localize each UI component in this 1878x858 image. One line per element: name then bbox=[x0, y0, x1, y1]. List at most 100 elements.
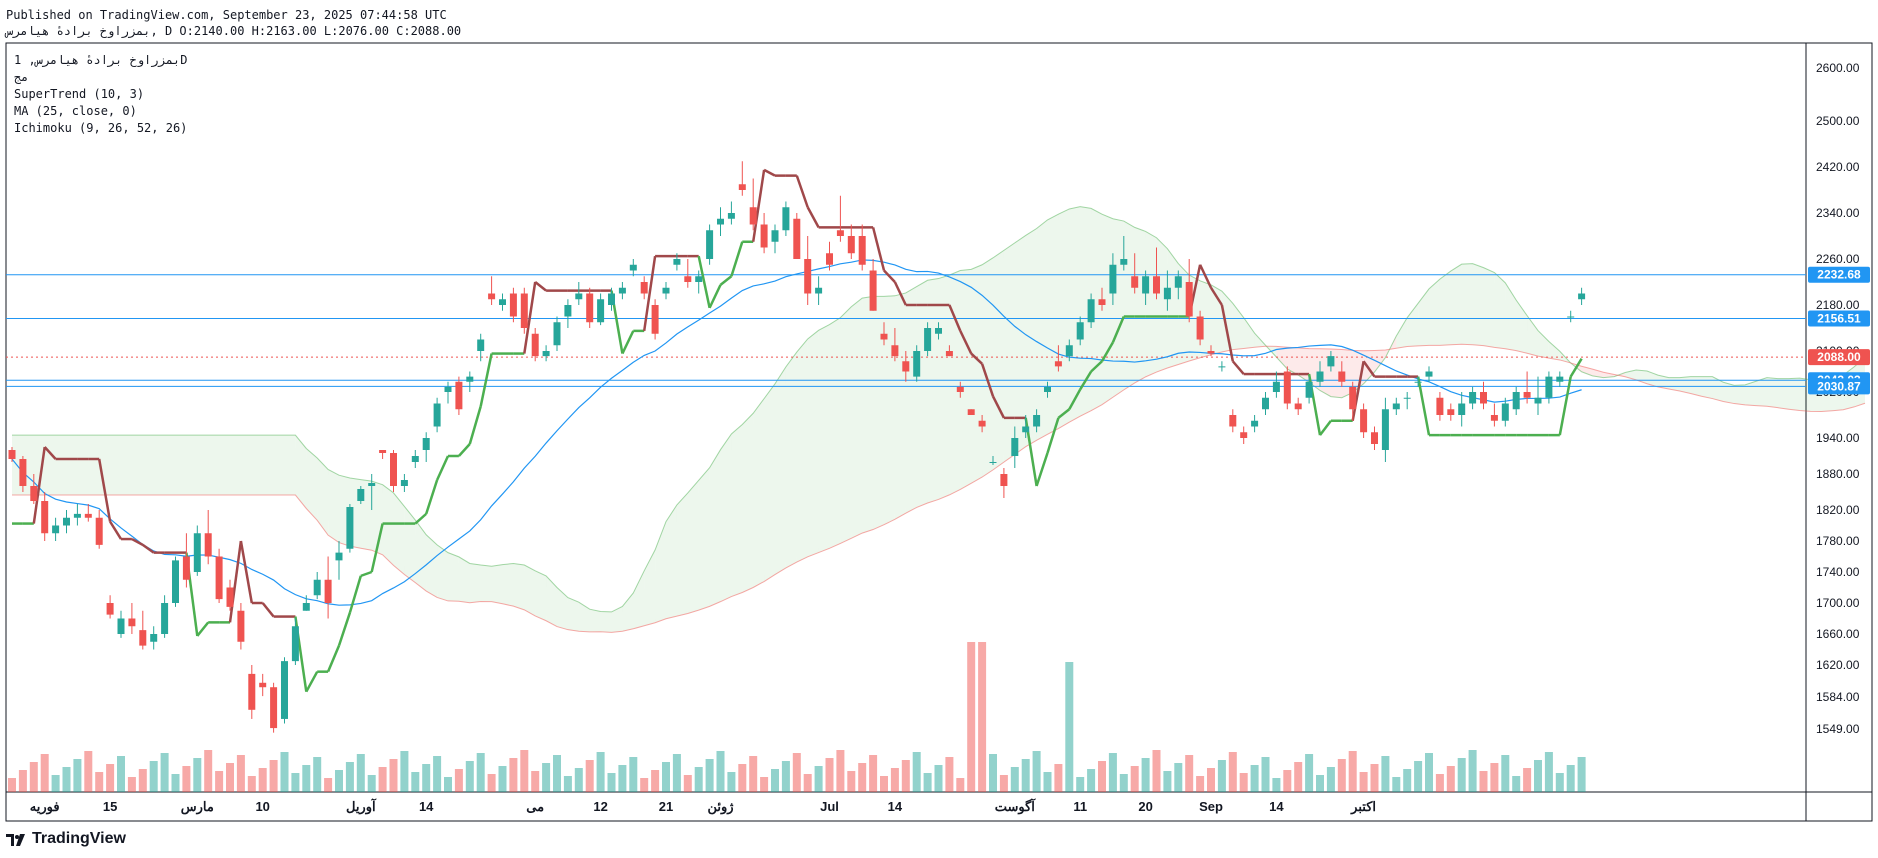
volume-bar bbox=[1577, 757, 1586, 792]
candle-body bbox=[1098, 299, 1106, 305]
brand-name: TradingView bbox=[32, 830, 126, 847]
candle-body bbox=[1044, 386, 1051, 392]
candle-body bbox=[1545, 376, 1553, 398]
cloud-segment bbox=[1450, 264, 1462, 345]
volume-bar bbox=[1130, 766, 1139, 792]
tradingview-brand: TradingView bbox=[6, 830, 126, 848]
supertrend-segment bbox=[326, 645, 341, 673]
y-tick-label: 1620.00 bbox=[1816, 658, 1860, 672]
volume-bar bbox=[1294, 762, 1303, 792]
candle-body bbox=[684, 276, 692, 282]
supertrend-segment bbox=[1569, 358, 1583, 378]
volume-bar bbox=[1370, 764, 1379, 792]
candle-body bbox=[1185, 282, 1193, 317]
candle-body bbox=[1131, 276, 1139, 288]
volume-bar bbox=[1392, 777, 1401, 792]
candle-body bbox=[357, 489, 365, 501]
candle-body bbox=[1480, 392, 1487, 404]
cloud-segment bbox=[491, 564, 503, 604]
cloud-segment bbox=[1298, 347, 1310, 383]
y-tick-label: 2500.00 bbox=[1816, 114, 1860, 128]
cloud-segment bbox=[1723, 382, 1735, 404]
volume-bar bbox=[1381, 756, 1390, 792]
candle-body bbox=[270, 687, 278, 729]
cloud-segment bbox=[393, 492, 405, 575]
cloud-segment bbox=[633, 570, 645, 629]
cloud-segment bbox=[131, 435, 143, 495]
y-tick-label: 2260.00 bbox=[1816, 252, 1860, 266]
volume-bar bbox=[95, 772, 104, 792]
cloud-segment bbox=[1712, 376, 1724, 402]
volume-bar bbox=[662, 762, 670, 792]
volume-bar bbox=[989, 754, 997, 792]
candle-body bbox=[902, 361, 910, 372]
volume-bar bbox=[1337, 759, 1346, 792]
cloud-segment bbox=[753, 398, 765, 588]
volume-bar bbox=[302, 765, 311, 792]
x-tick-label: اکتبر bbox=[1350, 799, 1376, 815]
x-tick-label: آوریل bbox=[346, 798, 377, 815]
volume-bar bbox=[1261, 757, 1270, 792]
cloud-segment bbox=[1014, 235, 1026, 455]
volume-bar bbox=[51, 775, 60, 792]
volume-bar bbox=[738, 764, 747, 792]
cloud-segment bbox=[971, 264, 983, 484]
candle-body bbox=[924, 328, 932, 351]
y-tick-label: 1780.00 bbox=[1816, 534, 1860, 548]
cloud-segment bbox=[262, 435, 274, 495]
volume-bar bbox=[1076, 777, 1085, 792]
candle-body bbox=[869, 270, 877, 311]
supertrend-segment bbox=[1198, 264, 1213, 289]
volume-bar bbox=[1479, 771, 1488, 792]
cloud-segment bbox=[1745, 381, 1756, 406]
volume-bar bbox=[999, 775, 1008, 792]
supertrend-segment bbox=[948, 304, 962, 332]
cloud-segment bbox=[1701, 376, 1713, 399]
cloud-segment bbox=[1134, 227, 1146, 383]
cloud-segment bbox=[142, 435, 154, 495]
supertrend-segment bbox=[457, 443, 471, 457]
candle-body bbox=[400, 480, 408, 486]
candle-body bbox=[597, 299, 605, 323]
volume-bar bbox=[1207, 768, 1215, 792]
candle-body bbox=[499, 299, 506, 305]
supertrend-segment bbox=[621, 330, 635, 355]
cloud-segment bbox=[153, 435, 165, 495]
y-tick-label: 1940.00 bbox=[1816, 431, 1860, 445]
candle-body bbox=[455, 381, 463, 410]
volume-bar bbox=[945, 757, 954, 792]
volume-bar bbox=[901, 760, 910, 792]
volume-bar bbox=[1414, 761, 1423, 792]
volume-bar bbox=[149, 761, 158, 792]
candle-body bbox=[390, 453, 397, 486]
cloud-segment bbox=[666, 504, 677, 619]
candle-body bbox=[913, 351, 921, 377]
candle-body bbox=[793, 218, 801, 259]
candle-body bbox=[673, 259, 681, 265]
y-tick-label: 1880.00 bbox=[1816, 467, 1860, 481]
volume-bar bbox=[487, 774, 496, 792]
volume-bar bbox=[204, 750, 213, 792]
supertrend-segment bbox=[109, 520, 123, 540]
supertrend-segment bbox=[763, 168, 776, 177]
y-tick-label: 2420.00 bbox=[1816, 160, 1860, 174]
cloud-segment bbox=[622, 592, 634, 632]
candle-body bbox=[346, 507, 354, 549]
volume-bar bbox=[531, 771, 540, 792]
candle-body bbox=[1316, 371, 1324, 382]
candle-body bbox=[73, 513, 81, 518]
volume-bar bbox=[520, 750, 529, 792]
price-badge-label: 2088.00 bbox=[1817, 350, 1861, 364]
volume-bar bbox=[934, 765, 943, 792]
volume-bar bbox=[236, 755, 245, 792]
supertrend-segment bbox=[697, 255, 711, 309]
cloud-segment bbox=[1374, 350, 1386, 373]
volume-bar bbox=[476, 753, 485, 792]
cloud-segment bbox=[306, 448, 318, 521]
y-tick-label: 2340.00 bbox=[1816, 206, 1860, 220]
volume-bar bbox=[498, 766, 507, 792]
cloud-segment bbox=[655, 521, 666, 623]
candle-body bbox=[1262, 397, 1269, 410]
cloud-segment bbox=[77, 435, 89, 495]
